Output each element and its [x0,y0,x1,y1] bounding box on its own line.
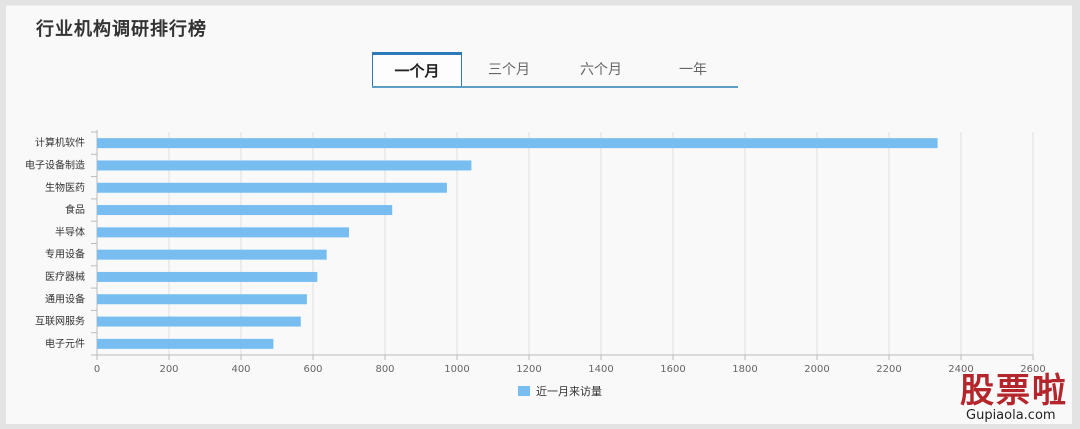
x-tick-label: 800 [375,364,394,375]
category-label: 医疗器械 [45,270,85,283]
x-tick-label: 1400 [588,364,613,375]
legend-swatch [518,386,530,396]
category-label: 计算机软件 [35,136,85,149]
category-label: 通用设备 [45,292,85,305]
x-tick-label: 2000 [804,364,829,375]
page-title: 行业机构调研排行榜 [36,19,207,40]
bar [97,294,307,305]
x-tick-label: 1800 [732,364,757,375]
legend-label: 近一月来访量 [536,385,602,398]
bar [97,249,327,260]
watermark-url: Gupiaola.com [966,408,1056,423]
category-label: 专用设备 [45,248,85,261]
category-label: 半导体 [55,225,85,238]
tab-one-month[interactable]: 一个月 [372,52,462,86]
bar [97,338,274,349]
bar [97,271,318,282]
bar [97,316,301,327]
category-label: 食品 [65,203,85,216]
bar [97,227,349,238]
x-tick-label: 1200 [516,364,541,375]
category-label: 互联网服务 [35,315,85,328]
watermark-logo: 股票啦 [960,371,1068,411]
bar [97,205,393,216]
x-tick-label: 1000 [444,364,469,375]
x-tick-label: 2200 [876,364,901,375]
period-tabs: 一个月 三个月 六个月 一年 [372,52,738,88]
tab-one-year[interactable]: 一年 [679,62,707,78]
x-tick-label: 600 [303,364,322,375]
tab-six-months[interactable]: 六个月 [580,62,622,78]
category-label: 电子设备制造 [25,158,85,171]
category-label: 生物医药 [45,181,85,194]
tab-three-months[interactable]: 三个月 [488,62,530,78]
x-tick-label: 2600 [1020,364,1045,375]
bar [97,182,447,193]
x-tick-label: 200 [159,364,178,375]
x-tick-label: 0 [94,364,100,375]
bar [97,160,472,171]
bar [97,138,938,149]
x-tick-label: 400 [231,364,250,375]
x-tick-label: 2400 [948,364,973,375]
category-label: 电子元件 [45,337,85,350]
x-tick-label: 1600 [660,364,685,375]
